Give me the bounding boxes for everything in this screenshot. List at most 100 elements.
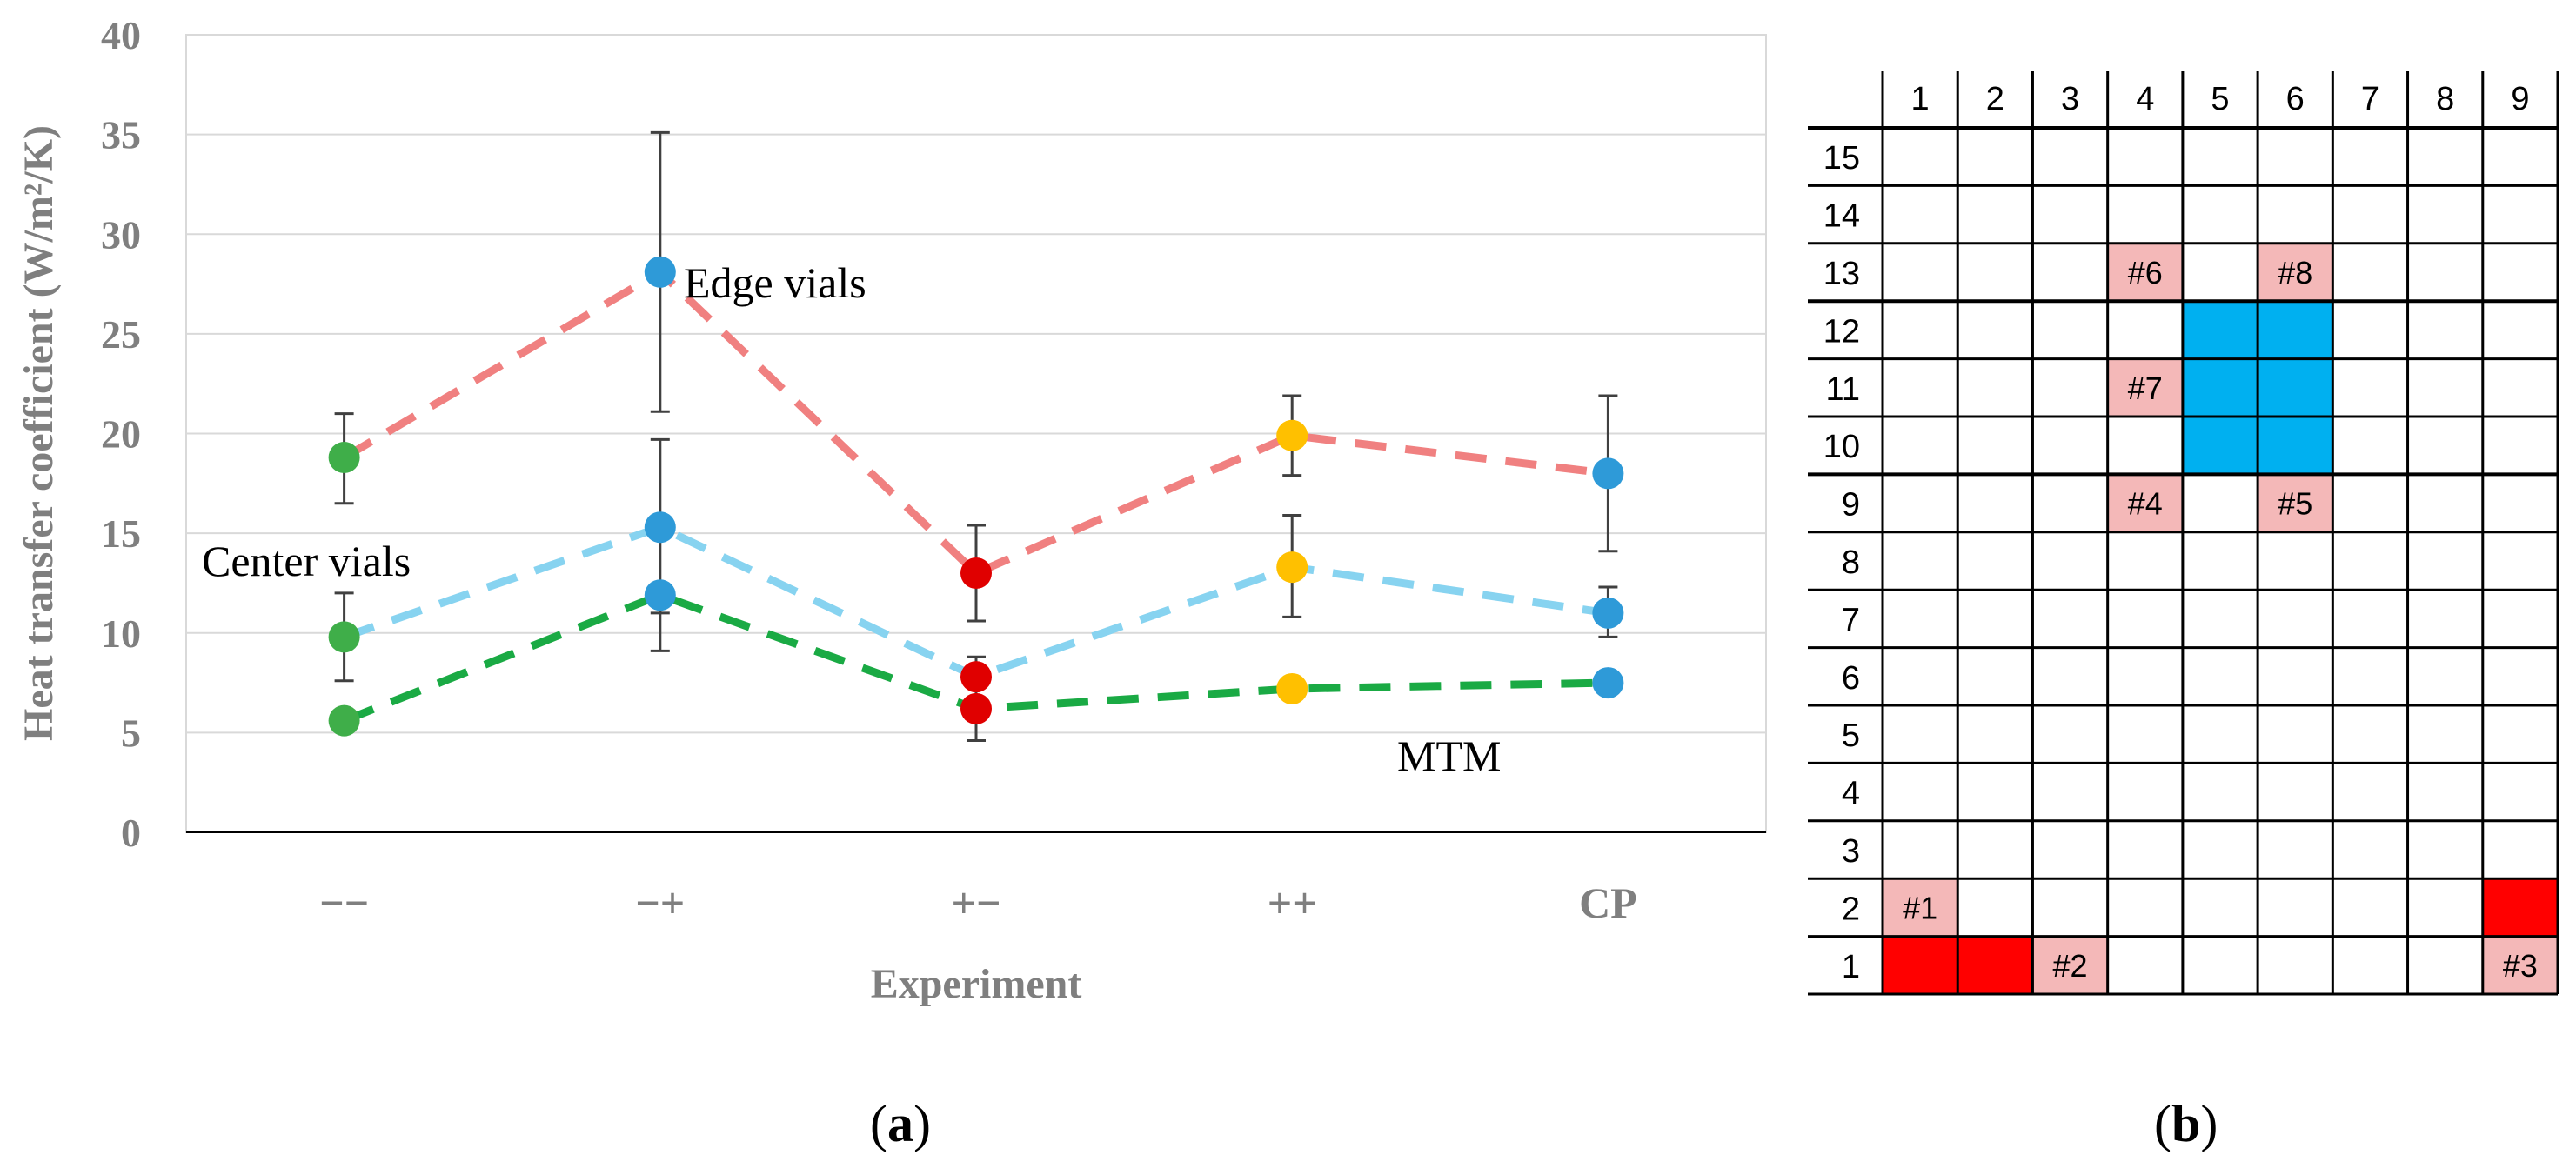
- annotation-edge-vials: Edge vials: [684, 258, 866, 307]
- data-point: [1276, 419, 1308, 451]
- y-tick-label: 15: [101, 511, 141, 556]
- column-label: 9: [2511, 81, 2529, 117]
- data-point: [1276, 672, 1308, 704]
- column-label: 6: [2286, 81, 2305, 117]
- cell-label: #6: [2128, 255, 2163, 290]
- colored-cell: [2107, 474, 2183, 532]
- row-label: 11: [1826, 371, 1860, 408]
- data-point: [960, 661, 992, 693]
- colored-cell: [1957, 936, 2033, 994]
- x-tick-label: −−: [319, 878, 369, 927]
- series-lines: [342, 267, 1609, 724]
- column-label: 4: [2136, 81, 2154, 117]
- row-label: 3: [1842, 833, 1860, 870]
- data-point: [328, 621, 360, 653]
- column-label: 8: [2436, 81, 2454, 117]
- y-tick-label: 40: [101, 13, 141, 57]
- y-tick-label: 25: [101, 312, 141, 357]
- x-tick-label: ++: [1268, 878, 1317, 927]
- data-point: [644, 256, 676, 288]
- x-tick-labels: −− −+ +− ++ CP: [319, 878, 1637, 927]
- cell-label: #1: [1903, 890, 1937, 925]
- panel-label-a-close: ): [913, 1095, 931, 1152]
- annotation-center-vials: Center vials: [202, 537, 411, 585]
- row-label: 7: [1842, 602, 1860, 638]
- panel-label-b-letter: b: [2171, 1095, 2200, 1152]
- y-axis-title: Heat transfer coefficient (W/m²/K): [16, 125, 62, 741]
- data-point: [644, 579, 676, 611]
- colored-cell: [2107, 243, 2183, 302]
- cell-label: #5: [2278, 486, 2312, 522]
- row-label: 2: [1842, 891, 1860, 927]
- colored-cell: [2258, 243, 2333, 302]
- panel-label-a: (a): [870, 1095, 931, 1152]
- row-label: 9: [1842, 487, 1860, 524]
- colored-cell: [2482, 878, 2558, 937]
- row-label: 1: [1842, 949, 1860, 985]
- row-label: 13: [1823, 256, 1860, 292]
- column-label: 3: [2061, 81, 2079, 117]
- grid-lines: [1808, 71, 2559, 996]
- annotation-mtm: MTM: [1397, 731, 1501, 780]
- data-point: [1592, 597, 1624, 629]
- y-gridlines: [186, 34, 1766, 734]
- y-tick-label: 30: [101, 212, 141, 257]
- cell-labels: #1 #2 #3 #4 #5 #6 #7 #8: [1903, 255, 2538, 984]
- row-labels: 15 14 13 12 11 10 9 8 7 6 5 4 3 2 1: [1823, 140, 1860, 985]
- row-label: 15: [1823, 140, 1860, 177]
- data-point: [644, 511, 676, 544]
- row-label: 6: [1842, 660, 1860, 697]
- row-label: 4: [1842, 776, 1860, 812]
- y-tick-label: 35: [101, 113, 141, 157]
- data-point: [960, 692, 992, 724]
- data-point: [960, 557, 992, 589]
- panel-label-b: (b): [2154, 1095, 2218, 1152]
- x-axis-title: Experiment: [871, 961, 1082, 1007]
- grid-cells: [1883, 243, 2558, 994]
- cell-label: #2: [2053, 948, 2088, 984]
- panel-label-a-letter: a: [887, 1095, 913, 1152]
- column-label: 1: [1911, 81, 1930, 117]
- colored-cell: [1883, 878, 1958, 937]
- colored-cell: [2107, 358, 2183, 417]
- cell-label: #4: [2128, 486, 2163, 522]
- panel-label-b-open: (: [2154, 1095, 2171, 1152]
- colored-cell: [2182, 301, 2258, 359]
- data-point: [328, 704, 360, 737]
- data-point: [1592, 457, 1624, 490]
- y-tick-label: 10: [101, 611, 141, 656]
- cell-label: #7: [2128, 371, 2163, 406]
- colored-cell: [2032, 936, 2108, 994]
- row-label: 8: [1842, 544, 1860, 581]
- colored-cell: [2482, 936, 2558, 994]
- column-label: 7: [2361, 81, 2379, 117]
- colored-cell: [2258, 474, 2333, 532]
- row-label: 12: [1823, 313, 1860, 350]
- row-label: 14: [1823, 198, 1860, 235]
- column-labels: 1 2 3 4 5 6 7 8 9: [1911, 81, 2530, 117]
- row-label: 5: [1842, 718, 1860, 754]
- data-point: [1592, 667, 1624, 699]
- panel-label-a-open: (: [870, 1095, 887, 1152]
- panel-label-b-close: ): [2200, 1095, 2218, 1152]
- x-tick-label: +−: [952, 878, 1001, 927]
- colored-cell: [2182, 417, 2258, 475]
- colored-cell: [2258, 417, 2333, 475]
- x-tick-label: −+: [635, 878, 685, 927]
- data-point: [328, 442, 360, 474]
- series-markers: [328, 256, 1624, 737]
- y-tick-label: 20: [101, 412, 141, 457]
- colored-cell: [2258, 301, 2333, 359]
- y-tick-labels: 0 5 10 15 20 25 30 35 40: [101, 13, 141, 855]
- panel-a-line-chart: 0 5 10 15 20 25 30 35 40 −− −+ +− ++ CP Heat transfe…: [16, 13, 1767, 1152]
- colored-cell: [2182, 358, 2258, 417]
- x-tick-label: CP: [1579, 878, 1637, 927]
- cell-label: #3: [2503, 948, 2538, 984]
- y-tick-label: 5: [121, 711, 141, 755]
- data-point: [1276, 551, 1308, 584]
- column-label: 5: [2211, 81, 2229, 117]
- colored-cell: [2258, 358, 2333, 417]
- column-label: 2: [1986, 81, 2004, 117]
